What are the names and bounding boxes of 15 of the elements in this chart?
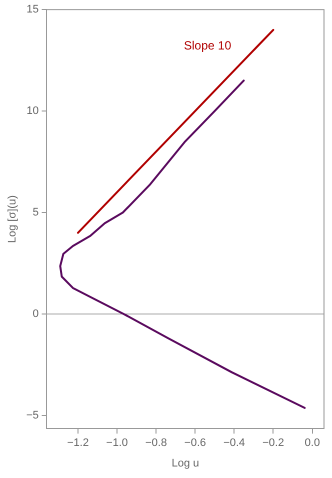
y-tick-label: 10 (26, 105, 39, 118)
y-tick-label: 0 (32, 308, 39, 320)
y-tick-label: −5 (26, 409, 39, 422)
x-tick-label: −1.2 (67, 437, 89, 450)
x-tick-label: −1.0 (106, 437, 128, 450)
y-tick-label: 15 (26, 4, 39, 16)
y-axis-title: Log [σ](u) (6, 195, 19, 243)
x-axis-title: Log u (172, 457, 200, 470)
x-tick-label: −0.8 (145, 437, 167, 450)
x-tick-label: −0.6 (184, 437, 206, 450)
x-tick-label: −0.2 (262, 437, 284, 450)
x-tick-label: 0.0 (304, 437, 320, 450)
annotation: Slope 10 (184, 38, 232, 52)
x-tick-label: −0.4 (223, 437, 246, 450)
y-tick-label: 5 (32, 206, 39, 219)
